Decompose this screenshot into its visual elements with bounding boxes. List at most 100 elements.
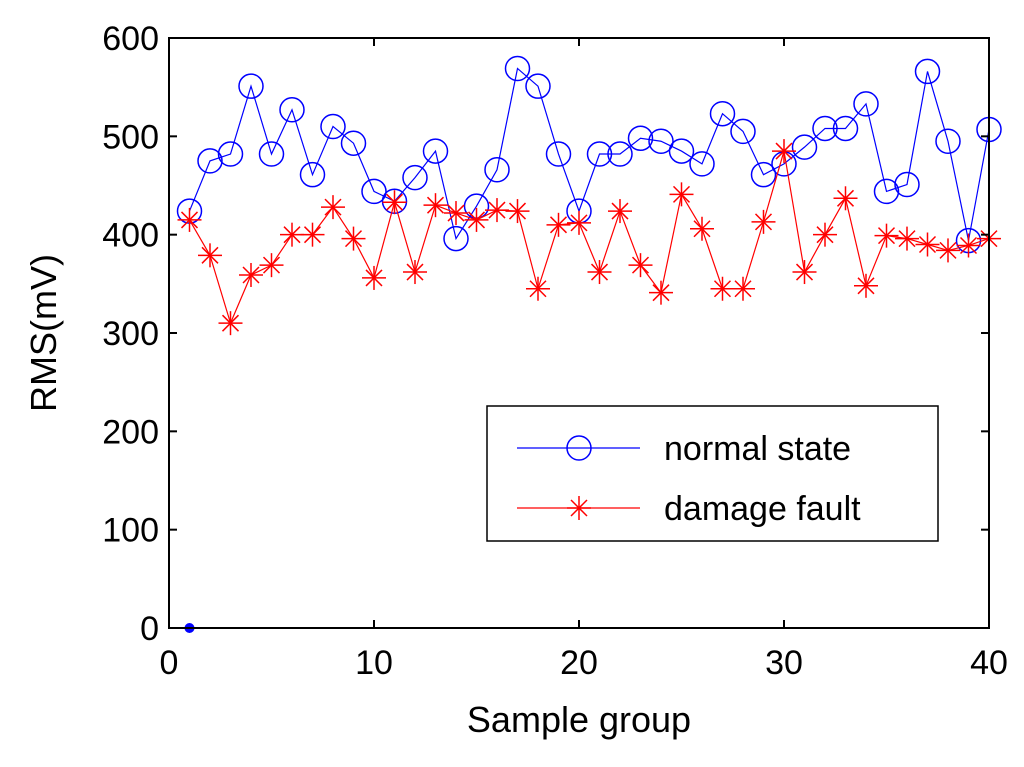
data-point	[709, 100, 736, 127]
data-point	[218, 311, 243, 336]
data-point	[894, 171, 920, 198]
x-tick-label: 30	[765, 644, 803, 682]
series-damage-fault	[177, 139, 1001, 336]
data-point	[689, 151, 715, 177]
data-point	[873, 178, 900, 205]
legend-label: damage fault	[664, 490, 861, 528]
data-point	[813, 222, 837, 247]
legend-entry: damage fault	[517, 490, 861, 528]
data-point	[198, 243, 222, 268]
data-point	[915, 232, 940, 257]
x-tick-label: 20	[560, 644, 598, 682]
x-tick-label: 10	[355, 644, 393, 682]
y-tick-label: 600	[102, 20, 159, 58]
data-point	[361, 178, 387, 205]
data-point	[525, 73, 551, 99]
data-point	[443, 225, 469, 252]
data-point	[567, 210, 591, 235]
data-point	[956, 233, 981, 258]
data-point	[197, 148, 223, 174]
data-point	[628, 253, 653, 278]
data-point	[402, 164, 428, 191]
data-point	[750, 161, 777, 188]
y-tick-label: 300	[102, 315, 159, 353]
y-tick-label: 200	[102, 413, 159, 451]
data-point	[935, 128, 961, 154]
data-point	[423, 193, 448, 218]
x-tick-label: 0	[160, 644, 179, 682]
data-point	[690, 216, 714, 241]
legend-label: normal state	[664, 430, 851, 468]
data-point	[772, 139, 796, 164]
data-point	[812, 115, 838, 142]
legend-entry: normal state	[517, 430, 851, 468]
data-point	[239, 262, 263, 287]
series-line	[188, 150, 990, 325]
data-point	[238, 73, 264, 99]
data-point	[730, 118, 756, 145]
data-point	[874, 223, 899, 248]
series-layer	[176, 55, 1002, 633]
data-point	[936, 238, 960, 263]
legend-box	[486, 405, 939, 542]
data-point	[177, 207, 202, 232]
x-axis-title: Sample group	[467, 699, 691, 740]
data-point	[586, 141, 613, 167]
data-point	[258, 141, 285, 167]
y-tick-label: 0	[140, 610, 159, 648]
data-point	[545, 141, 572, 167]
y-tick-label: 400	[102, 217, 159, 255]
y-axis-title: RMS(mV)	[23, 254, 64, 412]
data-point	[731, 276, 755, 301]
data-point	[607, 141, 633, 167]
data-point	[362, 265, 386, 290]
data-point	[341, 226, 366, 251]
data-point	[546, 212, 571, 237]
data-point	[648, 128, 674, 154]
legend-marker	[567, 496, 591, 520]
data-point	[422, 138, 449, 164]
data-point	[853, 91, 879, 117]
data-point	[854, 273, 878, 298]
data-point	[710, 276, 735, 301]
series-line	[188, 67, 990, 241]
data-point	[321, 195, 345, 220]
data-point	[403, 260, 427, 285]
data-point	[832, 115, 859, 142]
data-point	[526, 276, 550, 301]
data-point	[914, 58, 941, 85]
data-point	[259, 253, 284, 278]
y-tick-label: 500	[102, 118, 159, 156]
data-point	[895, 226, 919, 251]
data-point	[300, 222, 325, 247]
data-point	[279, 97, 305, 123]
legend: normal state damage fault	[486, 405, 939, 542]
data-point	[751, 209, 776, 234]
data-point	[299, 161, 326, 188]
data-point	[485, 198, 509, 223]
data-point	[669, 182, 694, 207]
data-point	[587, 260, 612, 285]
data-point	[504, 55, 531, 82]
data-point	[833, 186, 858, 211]
data-point	[627, 125, 654, 152]
data-point	[484, 157, 510, 183]
data-point	[444, 201, 468, 226]
y-tick-label: 100	[102, 512, 159, 550]
data-point	[340, 130, 367, 156]
data-point	[649, 280, 673, 305]
data-point	[608, 199, 632, 224]
data-point	[280, 222, 304, 247]
x-tick-label: 40	[970, 644, 1008, 682]
data-point	[668, 138, 695, 164]
data-point	[464, 207, 489, 232]
data-point	[382, 190, 407, 215]
data-point	[792, 260, 817, 285]
data-point	[320, 113, 346, 140]
data-point	[217, 141, 244, 167]
data-point	[791, 134, 818, 160]
legend-marker	[566, 435, 592, 461]
data-point	[505, 199, 530, 224]
